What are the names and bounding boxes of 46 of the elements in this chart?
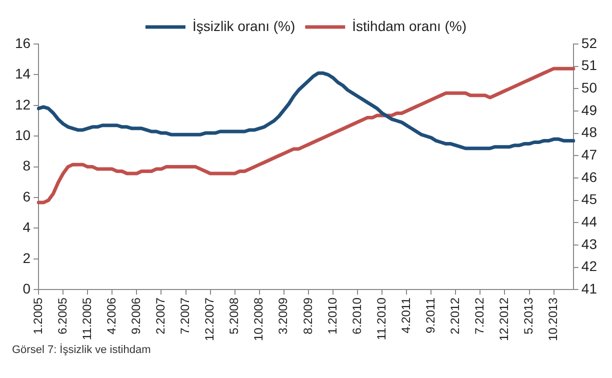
y-tick-label: 8 — [22, 158, 31, 174]
y-tick-label: 12 — [14, 96, 31, 112]
x-tick-label: 6.2005 — [55, 297, 70, 334]
x-tick-label: 12.2007 — [202, 297, 217, 342]
y-tick-label: 4 — [22, 219, 31, 236]
x-tick-label: 12.2012 — [497, 297, 512, 342]
y2-tick-label: 48 — [581, 124, 598, 140]
x-tick-label: 11.2010 — [374, 297, 388, 340]
x-tick-label: 5.2008 — [227, 297, 242, 334]
x-tick-label: 1.2010 — [325, 297, 340, 334]
y-tick-label: 0 — [22, 280, 31, 296]
y-tick-label: 2 — [22, 250, 31, 266]
y-tick-label: 6 — [22, 188, 31, 204]
x-tick-label: 1.2005 — [30, 297, 45, 334]
y2-tick-label: 44 — [581, 213, 598, 230]
legend-label: İstihdam oranı (%) — [352, 18, 467, 34]
x-tick-label: 8.2009 — [300, 297, 315, 334]
x-tick-label: 9.2006 — [129, 297, 144, 334]
x-tick-label: 10.2013 — [546, 297, 560, 342]
text: Görsel 7: İşsizlik ve istihdam — [11, 344, 152, 356]
y2-tick-label: 47 — [581, 146, 598, 163]
x-tick-label: 2.2007 — [154, 297, 168, 334]
y2-tick-label: 46 — [581, 168, 598, 185]
y-tick-label: 10 — [14, 126, 31, 143]
x-tick-label: 4.2011 — [398, 297, 413, 334]
y2-tick-label: 43 — [581, 236, 598, 252]
x-tick-label: 9.2011 — [423, 297, 438, 334]
y-tick-label: 14 — [14, 66, 31, 82]
x-tick-label: 7.2012 — [472, 297, 487, 334]
x-tick-label: 2.2012 — [448, 297, 462, 334]
legend-label: İşsizlik oranı (%) — [192, 18, 296, 34]
x-tick-label: 5.2013 — [522, 297, 536, 334]
x-tick-label: 6.2010 — [350, 297, 364, 334]
x-tick-label: 11.2005 — [80, 297, 94, 340]
y2-tick-label: 52 — [581, 34, 598, 51]
y-tick-label: 16 — [14, 34, 31, 51]
y2-tick-label: 45 — [581, 191, 598, 208]
y2-tick-label: 51 — [581, 57, 598, 74]
y2-tick-label: 42 — [581, 258, 598, 274]
y2-tick-label: 50 — [581, 80, 598, 96]
x-tick-label: 7.2007 — [178, 297, 192, 334]
y2-tick-label: 41 — [581, 280, 598, 296]
x-tick-label: 4.2006 — [104, 297, 118, 334]
x-tick-label: 10.2008 — [252, 297, 266, 342]
y2-tick-label: 49 — [581, 102, 598, 118]
x-tick-label: 3.2009 — [276, 297, 290, 334]
